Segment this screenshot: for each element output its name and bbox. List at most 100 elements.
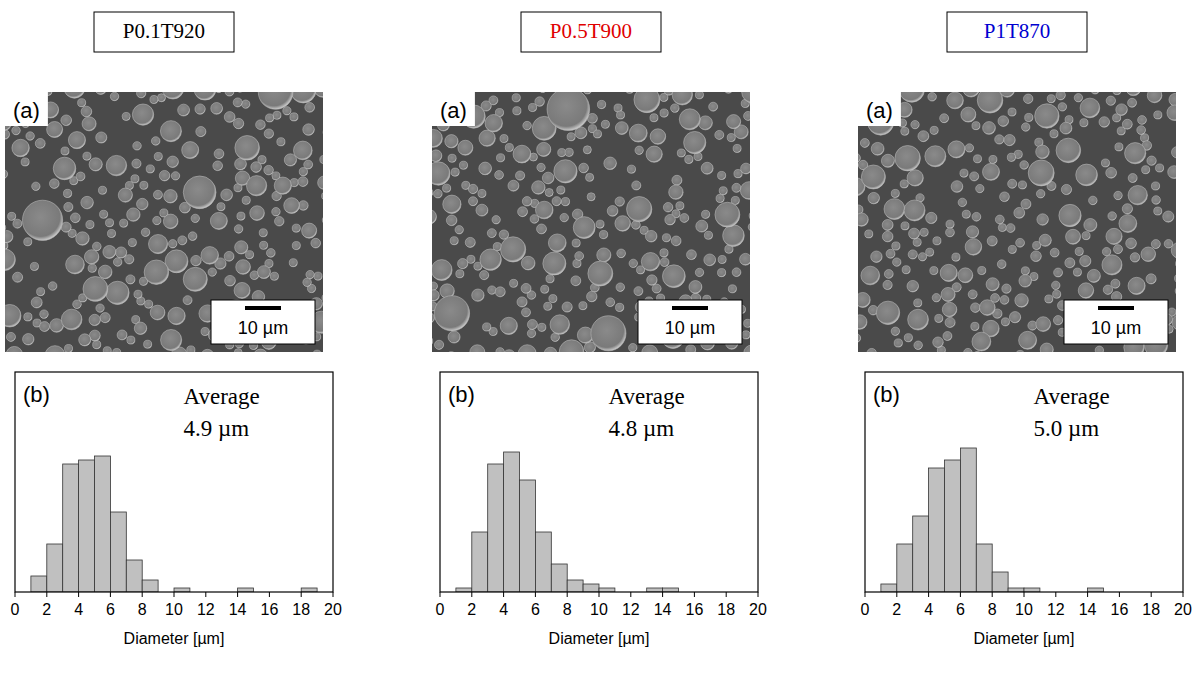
particle	[1058, 103, 1066, 111]
particle	[178, 236, 187, 245]
x-tick	[1183, 592, 1184, 597]
particle	[311, 238, 321, 248]
particle	[1008, 108, 1016, 116]
particle	[858, 213, 868, 226]
x-tick-label: 16	[1111, 601, 1129, 618]
x-tick	[440, 592, 441, 597]
particle	[972, 212, 981, 221]
particle	[951, 181, 963, 193]
particle	[1076, 164, 1098, 186]
particle	[544, 347, 557, 352]
particle	[164, 190, 177, 203]
particle	[495, 171, 504, 180]
particle	[543, 252, 566, 275]
particle	[940, 264, 957, 281]
particle	[715, 130, 724, 139]
particle	[1031, 251, 1042, 262]
bar	[913, 516, 929, 592]
particle	[871, 251, 882, 262]
particle	[973, 155, 981, 163]
particle	[1122, 204, 1132, 214]
particle	[291, 92, 316, 103]
particle	[1009, 312, 1020, 323]
particle	[480, 271, 489, 280]
particle	[958, 198, 966, 206]
particle	[537, 163, 545, 171]
particle	[253, 349, 267, 352]
particle	[133, 142, 141, 150]
particle	[137, 198, 148, 209]
particle	[1091, 92, 1099, 94]
particle	[575, 252, 584, 261]
x-tick	[46, 592, 47, 597]
particle	[66, 255, 85, 274]
particle	[88, 264, 96, 272]
particle	[250, 206, 265, 221]
particle	[191, 255, 201, 265]
particle	[182, 142, 199, 159]
particle	[76, 172, 85, 181]
particle	[446, 215, 457, 226]
x-tick-label: 4	[924, 601, 933, 618]
particle	[478, 189, 486, 197]
particle	[1176, 260, 1177, 268]
particle	[150, 305, 165, 320]
particle	[518, 207, 528, 217]
particle	[965, 144, 973, 152]
particle	[513, 107, 521, 115]
particle	[98, 265, 112, 279]
scale-label: 10 µm	[238, 318, 288, 338]
particle	[615, 197, 624, 206]
particle	[945, 317, 955, 327]
particle	[1035, 104, 1059, 128]
particle	[81, 196, 93, 208]
particle	[458, 259, 468, 269]
x-tick-label: 20	[1174, 601, 1192, 618]
x-tick-label: 0	[436, 601, 445, 618]
particle	[257, 266, 270, 279]
particle	[1175, 274, 1176, 282]
x-axis-title: Diameter [µm]	[549, 630, 650, 647]
particle	[45, 346, 65, 352]
particle	[113, 349, 121, 352]
particle	[947, 92, 964, 109]
particle	[997, 260, 1006, 269]
particle	[1114, 191, 1122, 199]
particle	[615, 122, 628, 135]
particle	[883, 280, 892, 289]
particle	[5, 169, 8, 178]
x-tick-label: 18	[717, 601, 735, 618]
annotation: 5.0 µm	[1034, 416, 1100, 441]
particle	[234, 282, 250, 298]
particle	[151, 137, 159, 145]
particle	[532, 181, 545, 194]
particle	[535, 201, 553, 219]
particle	[234, 349, 242, 352]
particle	[1125, 143, 1146, 164]
particle	[224, 112, 235, 123]
particle	[472, 289, 484, 301]
particle	[918, 253, 926, 261]
particle	[96, 132, 107, 143]
particle	[983, 122, 996, 135]
particle	[154, 152, 162, 160]
particle	[542, 172, 554, 184]
particle	[695, 268, 703, 276]
particle	[284, 154, 296, 166]
particle	[108, 229, 116, 237]
particle	[508, 180, 519, 191]
particle	[213, 161, 223, 171]
particle	[858, 334, 861, 343]
particle	[450, 237, 458, 245]
panel-title: P0.1T920	[123, 19, 205, 43]
particle	[432, 260, 452, 281]
particle	[579, 163, 589, 173]
particle	[517, 297, 527, 307]
particle	[12, 139, 29, 156]
bar	[126, 560, 142, 592]
particle	[1028, 321, 1037, 330]
particle	[1119, 215, 1137, 233]
panel: P1T870(a)10 µm02468101214161820Diameter …	[847, 12, 1192, 647]
particle	[487, 229, 496, 238]
particle	[928, 93, 936, 101]
